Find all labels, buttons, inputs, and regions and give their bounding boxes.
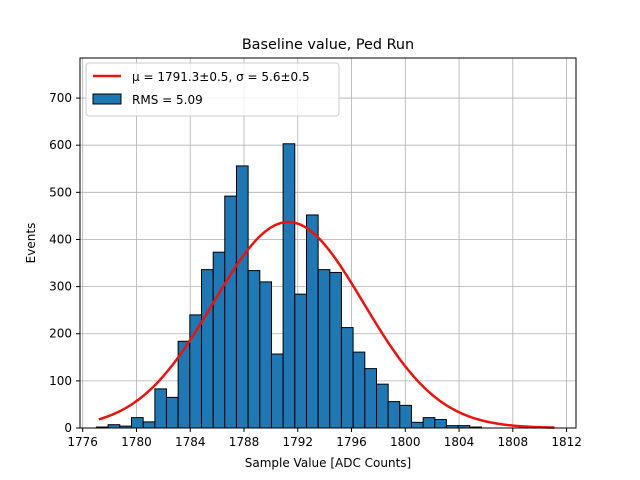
x-tick-label: 1792 (282, 435, 313, 449)
x-tick-label: 1796 (336, 435, 367, 449)
histogram-bar (422, 417, 436, 429)
histogram-bar (130, 417, 144, 429)
x-tick-label: 1800 (390, 435, 421, 449)
histogram-bar (259, 281, 273, 429)
y-tick-label: 100 (49, 374, 72, 388)
plot-area-border (79, 57, 577, 429)
histogram-bar (352, 351, 366, 429)
legend: μ = 1791.3±0.5, σ = 5.6±0.5 RMS = 5.09 (85, 62, 340, 117)
histogram-bar (387, 401, 401, 429)
x-tick-label: 1784 (175, 435, 206, 449)
x-axis-label: Sample Value [ADC Counts] (245, 456, 411, 470)
y-tick-label: 700 (49, 91, 72, 105)
y-tick-label: 0 (64, 421, 72, 435)
histogram-bar (165, 396, 179, 429)
histogram-bar (212, 251, 226, 429)
x-tick-label: 1780 (121, 435, 152, 449)
histogram-bar (224, 195, 237, 429)
histogram-bar (434, 419, 447, 429)
y-axis-ticks: 0 100 200 300 400 500 600 700 (49, 91, 80, 435)
histogram-bar (376, 383, 389, 429)
plot-frame (79, 57, 577, 429)
y-tick-label: 400 (49, 232, 72, 246)
histogram-bar (270, 353, 284, 429)
x-tick-label: 1808 (498, 435, 529, 449)
y-tick-label: 500 (49, 185, 72, 199)
y-axis-label: Events (24, 223, 38, 264)
legend-hist-label: RMS = 5.09 (132, 93, 203, 107)
histogram-bars (95, 143, 482, 429)
histogram-bar (410, 421, 424, 429)
histogram-bar (399, 404, 412, 429)
histogram-bar (142, 421, 156, 429)
histogram-bar (154, 388, 168, 429)
legend-box (85, 62, 340, 117)
histogram-bar (364, 368, 377, 429)
histogram-bar (340, 327, 354, 429)
x-tick-label: 1812 (551, 435, 582, 449)
histogram-bar (235, 165, 249, 429)
x-axis-ticks: 1776 1780 1784 1788 1792 1796 1800 1804 1808 1812 (67, 428, 582, 449)
chart-title: Baseline value, Ped Run (242, 37, 414, 53)
histogram-bar (317, 269, 331, 429)
histogram-bar (329, 271, 342, 429)
histogram-bar (294, 293, 307, 429)
y-tick-label: 600 (49, 138, 72, 152)
x-tick-label: 1788 (229, 435, 260, 449)
histogram-bar (201, 269, 214, 429)
legend-fit-label: μ = 1791.3±0.5, σ = 5.6±0.5 (132, 70, 310, 84)
x-tick-label: 1776 (67, 435, 98, 449)
x-tick-label: 1804 (444, 435, 475, 449)
histogram-bar (247, 270, 261, 429)
y-tick-label: 200 (49, 327, 72, 341)
y-tick-label: 300 (49, 280, 72, 294)
histogram-bar (282, 143, 296, 429)
gaussian-fit (98, 220, 555, 429)
legend-hist-swatch (92, 93, 122, 105)
fit-curve (98, 220, 555, 429)
histogram-bar (305, 214, 319, 429)
